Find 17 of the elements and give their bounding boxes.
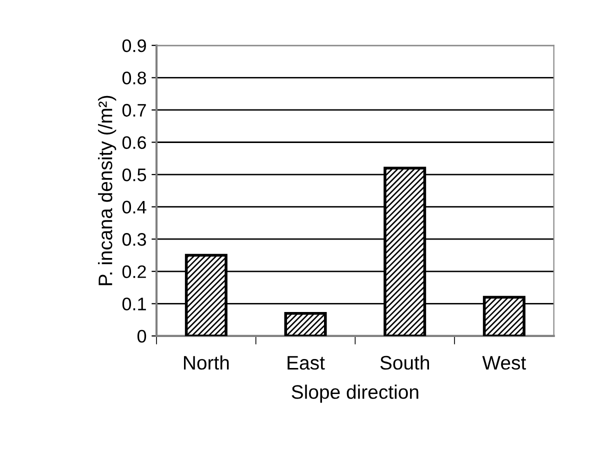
bar <box>284 312 327 336</box>
y-tick-label: 0.9 <box>122 39 146 52</box>
y-tick-label: 0.2 <box>122 265 146 278</box>
y-tick-label: 0.8 <box>122 72 146 84</box>
x-tick-label: East <box>288 356 325 370</box>
y-axis-title: P. incana density (/m²) <box>98 96 116 286</box>
x-tick-label: North <box>184 355 229 370</box>
y-tick-label: 0.4 <box>122 200 146 214</box>
y-tick-label: 0 <box>137 330 146 343</box>
x-axis-title: Slope direction <box>292 384 418 403</box>
y-tick-label: 0.7 <box>122 104 146 117</box>
x-tick-label: West <box>482 356 526 370</box>
y-tick-label: 0.3 <box>122 233 146 246</box>
x-tick-label: South <box>380 355 429 370</box>
y-tick-label: 0.6 <box>122 136 146 149</box>
y-tick-label: 0.1 <box>122 298 146 310</box>
y-tick-label: 0.5 <box>122 168 146 182</box>
